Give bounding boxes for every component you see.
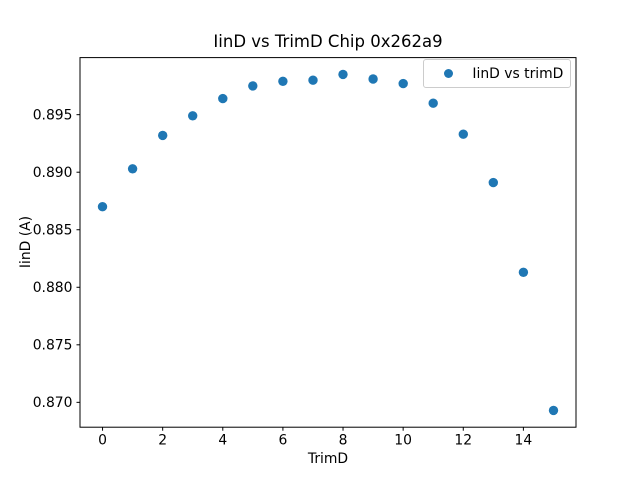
y-tick-label: 0.875	[33, 338, 73, 354]
x-tick-label: 8	[339, 433, 348, 449]
scatter-point	[308, 75, 318, 85]
scatter-point	[398, 78, 408, 89]
y-tick-label: 0.870	[33, 395, 73, 411]
x-tick-label: 14	[515, 433, 533, 449]
legend-label: IinD vs trimD	[472, 65, 564, 82]
scatter-point	[548, 405, 559, 416]
x-tick-label: 10	[394, 433, 412, 449]
scatter-point	[127, 164, 138, 174]
scatter-point	[458, 129, 468, 139]
y-tick-label: 0.895	[33, 108, 73, 124]
legend-marker-icon	[444, 68, 454, 79]
y-tick-label: 0.885	[33, 223, 73, 239]
y-tick-label: 0.880	[33, 280, 73, 296]
legend-box: IinD vs trimD	[423, 59, 571, 88]
scatter-point	[158, 130, 168, 141]
x-tick-label: 12	[454, 433, 472, 449]
scatter-point	[278, 76, 288, 87]
chart-title: IinD vs TrimD Chip 0x262a9	[213, 32, 443, 51]
x-tick-label: 6	[278, 433, 287, 449]
scatter-point	[428, 98, 438, 108]
scatter-point	[218, 93, 228, 104]
x-axis-label: TrimD	[307, 451, 349, 467]
scatter-point	[338, 69, 348, 80]
x-tick-label: 0	[98, 433, 107, 449]
scatter-point	[248, 81, 258, 91]
scatter-point	[97, 202, 108, 212]
x-tick-label: 4	[218, 433, 227, 449]
y-tick-label: 0.890	[33, 165, 73, 181]
scatter-point	[518, 267, 529, 277]
y-axis-label: IinD (A)	[18, 215, 34, 269]
axes-frame	[79, 57, 577, 428]
x-tick-label: 2	[158, 433, 167, 449]
scatter-point	[188, 111, 198, 121]
scatter-point	[368, 74, 378, 84]
scatter-point	[488, 177, 498, 188]
